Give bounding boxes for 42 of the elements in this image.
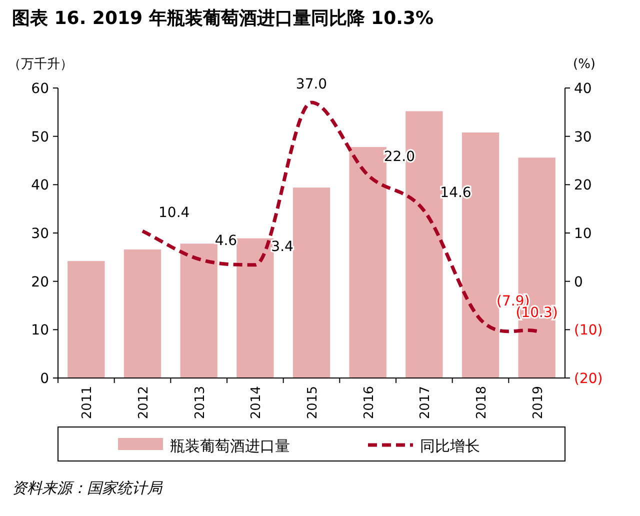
y-tick-label: 40 xyxy=(31,178,49,194)
bar xyxy=(180,244,218,378)
x-tick-label: 2015 xyxy=(306,386,320,420)
chart-title: 图表 16. 2019 年瓶装葡萄酒进口量同比降 10.3% xyxy=(12,8,434,29)
legend-label: 瓶装葡萄酒进口量 xyxy=(170,437,290,455)
data-label: 14.6 xyxy=(440,184,472,201)
y2-tick-label: 0 xyxy=(574,274,583,290)
y2-tick-label: 40 xyxy=(574,81,592,97)
legend-label: 同比增长 xyxy=(420,437,480,455)
x-tick-label: 2013 xyxy=(192,386,208,420)
data-label: 3.4 xyxy=(271,238,294,255)
data-label: (10.3) xyxy=(516,305,558,322)
x-tick-label: 2016 xyxy=(362,386,377,420)
bar xyxy=(349,146,386,378)
bar xyxy=(236,238,274,378)
x-tick-label: 2012 xyxy=(136,386,152,420)
x-tick-label: 2017 xyxy=(418,386,434,420)
y-tick-label: 50 xyxy=(31,129,49,146)
text: 资料来源：国家统计局 xyxy=(12,479,163,497)
y2-tick-label: 20 xyxy=(574,178,592,194)
x-tick-label: 2014 xyxy=(249,386,264,420)
bar xyxy=(68,261,105,378)
y2-tick-label: (10) xyxy=(574,322,603,339)
y2-tick-label: 10 xyxy=(574,226,592,242)
y-tick-label: 20 xyxy=(31,274,49,290)
y2-tick-label: 30 xyxy=(574,129,592,146)
bar xyxy=(292,188,330,378)
y-tick-label: 30 xyxy=(31,226,49,242)
y-tick-label: 10 xyxy=(31,322,49,339)
data-label: 10.4 xyxy=(158,205,190,222)
y-tick-label: 0 xyxy=(40,371,49,387)
y-tick-label: 60 xyxy=(31,81,49,97)
data-label: 22.0 xyxy=(384,149,416,165)
x-tick-label: 2018 xyxy=(474,386,490,420)
bar xyxy=(124,249,162,378)
y-axis-title: （万千升） xyxy=(8,57,73,72)
data-label: 4.6 xyxy=(214,233,238,250)
x-tick-label: 2011 xyxy=(80,386,96,420)
y2-axis-title: (%) xyxy=(573,57,596,72)
y2-tick-label: (20) xyxy=(574,371,603,387)
data-label: 37.0 xyxy=(296,76,328,92)
x-tick-label: 2019 xyxy=(530,386,546,420)
